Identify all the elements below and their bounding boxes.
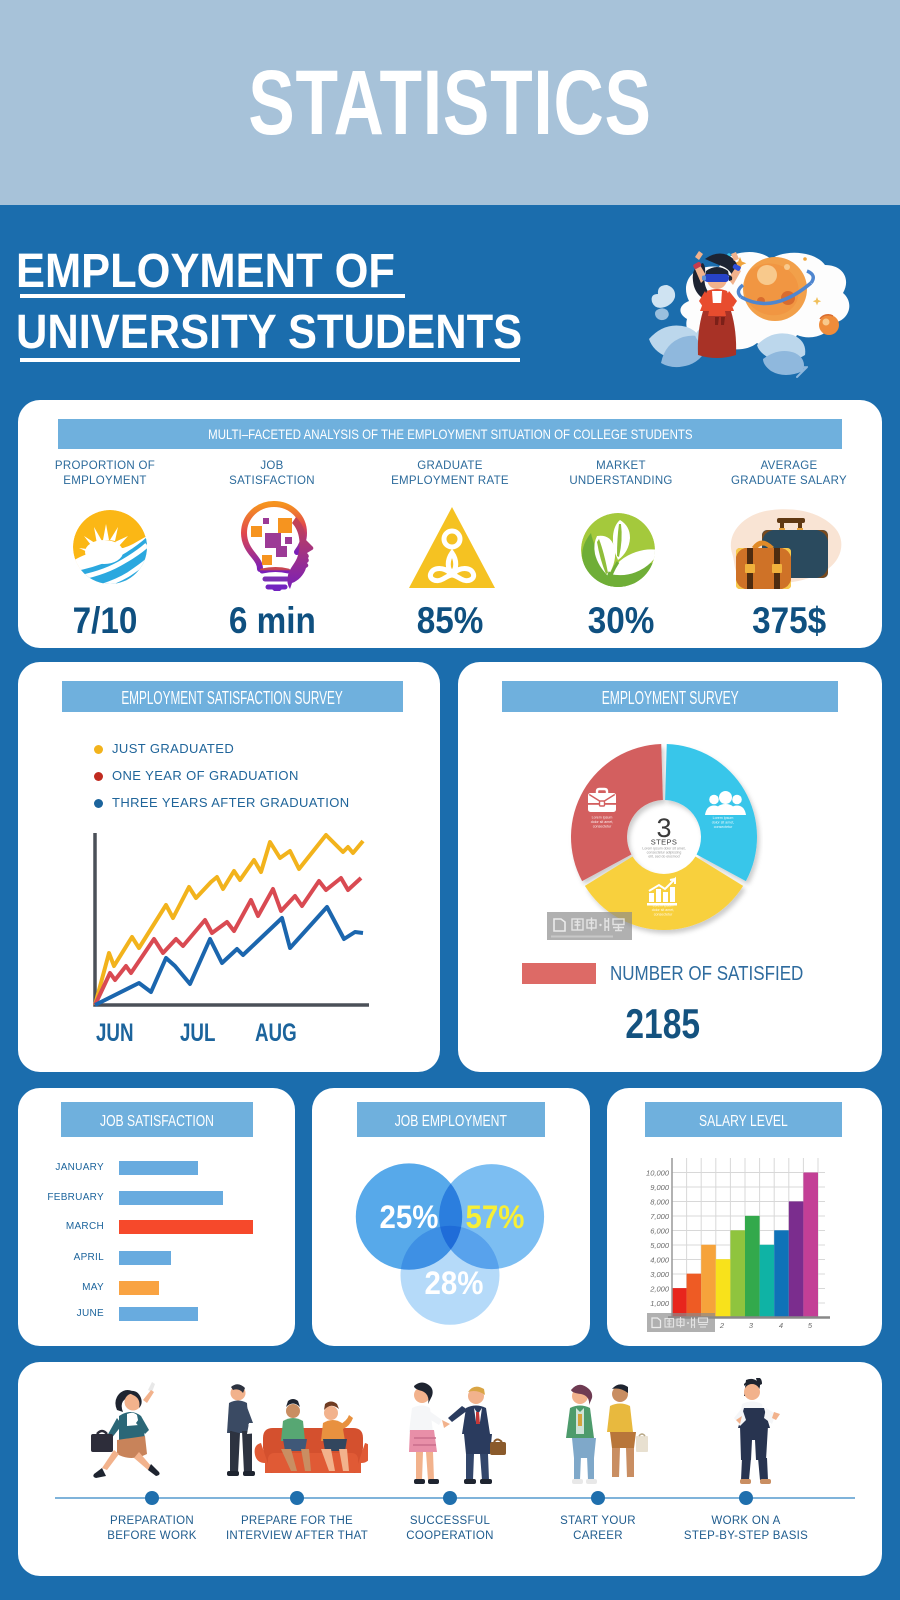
svg-text:25%: 25% [380, 1199, 439, 1235]
svg-text:consectetur adipiscing: consectetur adipiscing [647, 851, 682, 855]
svg-text:7,000: 7,000 [650, 1212, 670, 1221]
svg-text:elit, sed do eiusmod: elit, sed do eiusmod [648, 855, 679, 859]
svg-text:4,000: 4,000 [650, 1256, 670, 1265]
svg-text:consectetur: consectetur [654, 913, 673, 917]
svg-text:10,000: 10,000 [646, 1169, 670, 1178]
svg-text:3: 3 [749, 1321, 754, 1330]
svg-text:5: 5 [808, 1321, 813, 1330]
svg-text:28%: 28% [425, 1265, 484, 1301]
svg-text:57%: 57% [466, 1199, 525, 1235]
svg-text:1,000: 1,000 [650, 1299, 670, 1308]
svg-text:2,000: 2,000 [649, 1285, 670, 1294]
svg-text:Lorem ipsum dolor sit amet,: Lorem ipsum dolor sit amet, [642, 847, 685, 851]
svg-text:Lorem ipsum: Lorem ipsum [713, 816, 734, 820]
svg-text:3: 3 [656, 813, 671, 843]
svg-text:2: 2 [719, 1321, 725, 1330]
svg-text:3,000: 3,000 [650, 1270, 670, 1279]
svg-text:6,000: 6,000 [650, 1227, 670, 1236]
svg-text:Lorem ipsum: Lorem ipsum [653, 904, 674, 908]
svg-text:dolor sit amet,: dolor sit amet, [591, 820, 614, 824]
svg-text:dolor sit amet,: dolor sit amet, [712, 821, 735, 825]
svg-text:consectetur: consectetur [714, 825, 733, 829]
svg-text:STEPS: STEPS [651, 838, 678, 847]
svg-text:consectetur: consectetur [593, 825, 612, 829]
svg-text:8,000: 8,000 [650, 1198, 670, 1207]
svg-text:5,000: 5,000 [650, 1241, 670, 1250]
svg-text:dolor sit amet,: dolor sit amet, [652, 908, 675, 912]
svg-text:Lorem ipsum: Lorem ipsum [592, 816, 613, 820]
svg-text:4: 4 [779, 1321, 783, 1330]
svg-text:9,000: 9,000 [650, 1183, 670, 1192]
